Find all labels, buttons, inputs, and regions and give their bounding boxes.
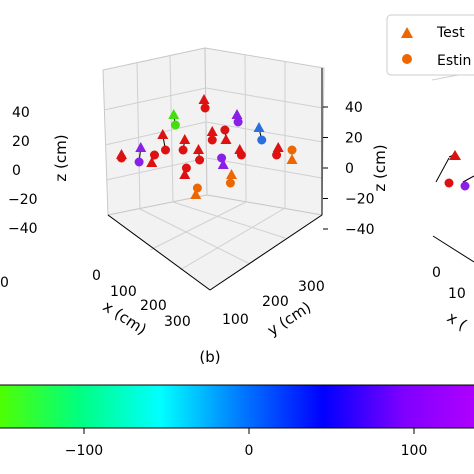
estimated-point [207,135,217,145]
test-point [190,189,202,199]
colorbar [0,384,474,429]
test-point [135,142,147,152]
test-point [253,122,265,132]
y-axis-ticks: 100 200 300 [222,279,325,328]
test-point [168,109,180,119]
right-panel-x-tick-1: 0 [432,265,441,281]
test-point [286,154,298,164]
axes-3d [102,47,325,291]
colorbar-tick-label: 100 [401,443,428,459]
left-panel-z-tick-label: 40 [12,105,30,121]
legend-entry-estimated: Estin [437,53,471,69]
x-tick-label: 100 [110,284,137,300]
estimated-point [181,163,191,173]
estimated-point [161,145,170,155]
estimated-point [233,117,243,127]
z-tick-label: −20 [345,192,375,208]
test-point [217,159,229,169]
left-panel-z-tick-label: 0 [12,163,21,179]
right-panel-estimated-marker [444,178,454,188]
panel-subtitle: (b) [199,348,220,366]
estimated-point [287,145,297,155]
estimated-point [217,153,227,163]
y-tick-label: 200 [262,294,289,310]
test-point [193,144,204,154]
test-point [146,157,158,167]
estimated-point [200,103,210,113]
legend: Test Estin [386,14,474,76]
left-panel-fragment: 40 20 0 −20 −40 z (cm) 0 [0,105,70,291]
test-point [179,134,191,144]
back-pane-left [102,47,208,216]
test-point [157,129,169,139]
colorbar-ticks: −100 0 100 [65,428,428,459]
left-panel-z-tick-label: −40 [8,221,38,237]
right-panel-test-marker [449,150,461,160]
estimated-point [272,150,282,160]
z-axis-ticks: 40 20 0 −20 −40 [323,100,375,238]
estimated-point [134,157,144,167]
colorbar-tick-label: −100 [65,443,103,459]
left-panel-z-ticks: 40 20 0 −20 −40 [8,105,38,237]
test-point [231,109,243,119]
data-markers [116,94,298,199]
z-tick-label: 0 [345,161,354,177]
test-point [206,126,218,136]
left-panel-x-tick: 0 [0,275,9,291]
y-tick-label: 300 [298,279,325,295]
y-tick-label: 100 [222,312,249,328]
right-panel-x-tick-2: 10 [448,286,466,302]
x-tick-label: 0 [92,268,101,284]
right-panel-fragment: 0 10 x ( [431,71,474,334]
legend-entry-test: Test [436,25,465,41]
legend-estimated-marker [402,54,412,64]
z-axis-label: z (cm) [371,144,389,191]
estimated-point [150,150,159,160]
right-panel-estimated-marker-2 [460,181,470,191]
test-point [198,94,210,104]
x-tick-label: 300 [164,314,191,330]
estimated-point [257,135,267,145]
estimated-point [225,178,235,188]
test-point [234,144,246,154]
estimated-point [195,155,205,165]
test-point [226,169,237,179]
z-tick-label: 40 [345,100,363,116]
z-tick-label: 20 [345,131,363,147]
test-point [116,149,127,159]
colorbar-tick-label: 0 [245,443,254,459]
left-panel-z-tick-label: 20 [12,134,30,150]
left-panel-z-tick-label: −20 [8,192,38,208]
left-panel-z-label: z (cm) [52,134,70,181]
test-point [220,134,232,144]
test-point [272,142,284,152]
legend-test-marker [401,27,413,38]
test-point [179,169,191,179]
estimated-point [192,183,202,193]
estimated-point [178,145,188,155]
x-tick-label: 200 [140,298,167,314]
estimated-point [170,120,180,130]
estimated-point [220,125,230,135]
z-tick-label: −40 [345,222,375,238]
right-panel-x-label: x ( [444,308,470,334]
